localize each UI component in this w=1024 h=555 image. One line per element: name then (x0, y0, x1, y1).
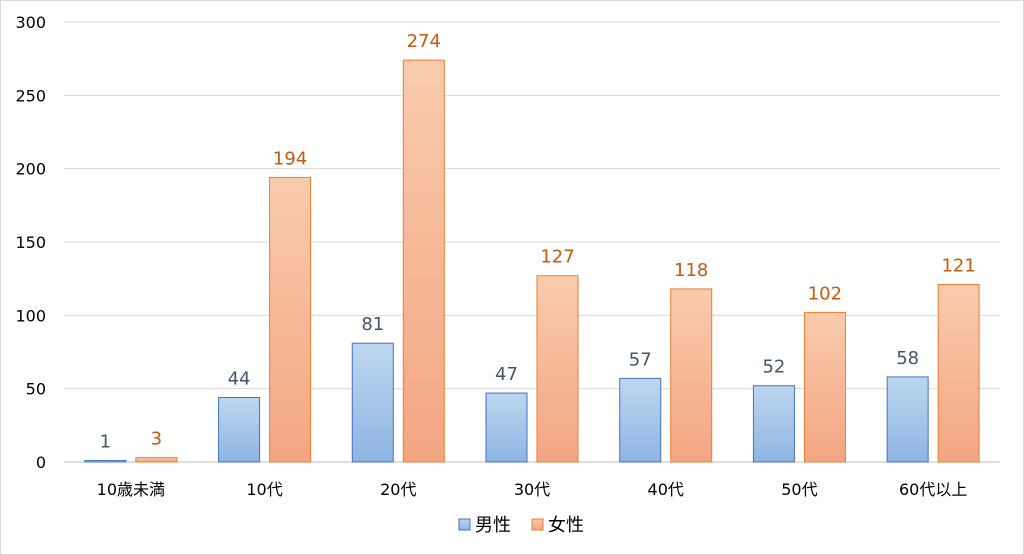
data-label: 52 (762, 357, 785, 378)
data-label: 1 (100, 432, 111, 453)
data-label: 81 (361, 314, 384, 335)
bar-male (84, 460, 127, 463)
x-category-label: 20代 (380, 480, 416, 499)
bar-female (670, 288, 713, 463)
x-category-label: 50代 (781, 480, 817, 499)
y-tick-label: 200 (15, 160, 46, 179)
x-axis-categories: 10歳未満 10代 20代 30代 40代 50代 60代以上 (97, 480, 968, 499)
bar-female (269, 176, 312, 463)
data-labels: 1 3 44 194 81 274 47 127 57 118 52 102 58 121 (100, 31, 976, 452)
x-category-label: 10代 (246, 480, 282, 499)
legend: 男性 女性 (458, 515, 584, 536)
data-label: 102 (808, 283, 842, 304)
y-axis-ticks: 0 50 100 150 200 250 300 (15, 13, 46, 472)
bar-male (218, 396, 261, 463)
legend-swatch (458, 518, 471, 531)
legend-label: 男性 (475, 515, 511, 536)
y-tick-label: 50 (26, 380, 46, 399)
y-tick-label: 300 (15, 13, 46, 32)
data-label: 3 (151, 429, 162, 450)
bar-male (752, 385, 795, 463)
data-label: 194 (273, 148, 307, 169)
legend-label: 女性 (548, 515, 584, 536)
data-label: 47 (495, 364, 518, 385)
legend-swatch (531, 518, 544, 531)
x-category-label: 40代 (648, 480, 684, 499)
bar-female (402, 59, 445, 463)
y-tick-label: 150 (15, 233, 46, 252)
y-tick-label: 100 (15, 306, 46, 325)
data-label: 44 (228, 368, 251, 389)
y-tick-label: 0 (36, 453, 46, 472)
bar-male (619, 377, 662, 463)
bar-female (536, 275, 579, 463)
gridlines (64, 21, 1000, 463)
data-label: 274 (407, 31, 441, 52)
x-category-label: 60代以上 (899, 480, 967, 499)
bar-male (351, 342, 394, 463)
data-label: 127 (540, 247, 574, 268)
x-category-label: 10歳未満 (97, 480, 165, 499)
bars (84, 59, 980, 463)
data-label: 118 (674, 260, 708, 281)
bar-female (803, 311, 846, 463)
bar-female (937, 284, 980, 463)
data-label: 58 (896, 348, 919, 369)
y-tick-label: 250 (15, 86, 46, 105)
data-label: 121 (941, 256, 975, 277)
x-category-label: 30代 (514, 480, 550, 499)
bar-male (886, 376, 929, 463)
data-label: 57 (629, 349, 652, 370)
bar-male (485, 392, 528, 463)
bar-female (135, 457, 178, 463)
